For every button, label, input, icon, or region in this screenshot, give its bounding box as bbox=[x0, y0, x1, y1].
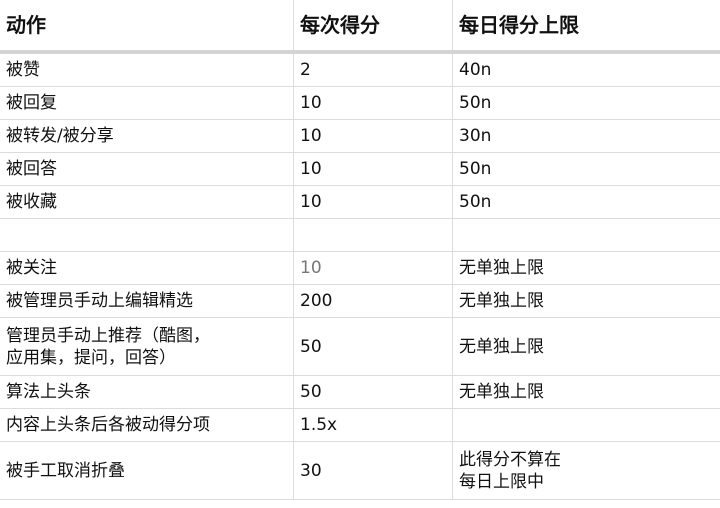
cell-limit: 50n bbox=[452, 185, 720, 219]
cell-score: 10 bbox=[293, 152, 453, 186]
cell-action: 管理员手动上推荐（酷图， 应用集，提问，回答） bbox=[0, 317, 294, 376]
cell-action bbox=[0, 218, 294, 252]
cell-action: 被赞 bbox=[0, 51, 294, 87]
cell-action: 被转发/被分享 bbox=[0, 119, 294, 153]
table-row: 被收藏 10 50n bbox=[0, 185, 720, 219]
cell-action: 被关注 bbox=[0, 251, 294, 285]
cell-limit: 无单独上限 bbox=[452, 375, 720, 409]
header-action: 动作 bbox=[0, 0, 294, 54]
cell-limit: 无单独上限 bbox=[452, 251, 720, 285]
table-row: 被转发/被分享 10 30n bbox=[0, 119, 720, 153]
cell-score: 30 bbox=[293, 441, 453, 500]
cell-limit: 此得分不算在 每日上限中 bbox=[452, 441, 720, 500]
table-row: 被管理员手动上编辑精选 200 无单独上限 bbox=[0, 284, 720, 318]
cell-score: 50 bbox=[293, 375, 453, 409]
cell-action: 被回答 bbox=[0, 152, 294, 186]
table-row: 被回复 10 50n bbox=[0, 86, 720, 120]
cell-action: 被手工取消折叠 bbox=[0, 441, 294, 500]
cell-limit: 无单独上限 bbox=[452, 317, 720, 376]
cell-action: 算法上头条 bbox=[0, 375, 294, 409]
cell-action: 内容上头条后各被动得分项 bbox=[0, 408, 294, 442]
table-row: 被赞 2 40n bbox=[0, 51, 720, 87]
cell-score: 1.5x bbox=[293, 408, 453, 442]
cell-limit: 30n bbox=[452, 119, 720, 153]
cell-action: 被收藏 bbox=[0, 185, 294, 219]
table-row: 管理员手动上推荐（酷图， 应用集，提问，回答） 50 无单独上限 bbox=[0, 317, 720, 376]
header-row: 动作 每次得分 每日得分上限 bbox=[0, 0, 720, 54]
cell-limit bbox=[452, 218, 720, 252]
cell-limit: 50n bbox=[452, 152, 720, 186]
cell-limit bbox=[452, 408, 720, 442]
cell-score: 10 bbox=[293, 251, 453, 285]
table-row: 被回答 10 50n bbox=[0, 152, 720, 186]
cell-score bbox=[293, 218, 453, 252]
cell-limit: 50n bbox=[452, 86, 720, 120]
table-row: 算法上头条 50 无单独上限 bbox=[0, 375, 720, 409]
table-row: 被手工取消折叠 30 此得分不算在 每日上限中 bbox=[0, 441, 720, 500]
cell-limit: 40n bbox=[452, 51, 720, 87]
cell-action: 被管理员手动上编辑精选 bbox=[0, 284, 294, 318]
cell-score: 10 bbox=[293, 185, 453, 219]
table-row: 内容上头条后各被动得分项 1.5x bbox=[0, 408, 720, 442]
cell-limit: 无单独上限 bbox=[452, 284, 720, 318]
cell-score: 10 bbox=[293, 86, 453, 120]
table-row bbox=[0, 218, 720, 252]
table-row: 被关注 10 无单独上限 bbox=[0, 251, 720, 285]
cell-score: 2 bbox=[293, 51, 453, 87]
cell-score: 200 bbox=[293, 284, 453, 318]
cell-score: 10 bbox=[293, 119, 453, 153]
cell-score: 50 bbox=[293, 317, 453, 376]
header-limit: 每日得分上限 bbox=[452, 0, 720, 54]
cell-action: 被回复 bbox=[0, 86, 294, 120]
header-score: 每次得分 bbox=[293, 0, 453, 54]
